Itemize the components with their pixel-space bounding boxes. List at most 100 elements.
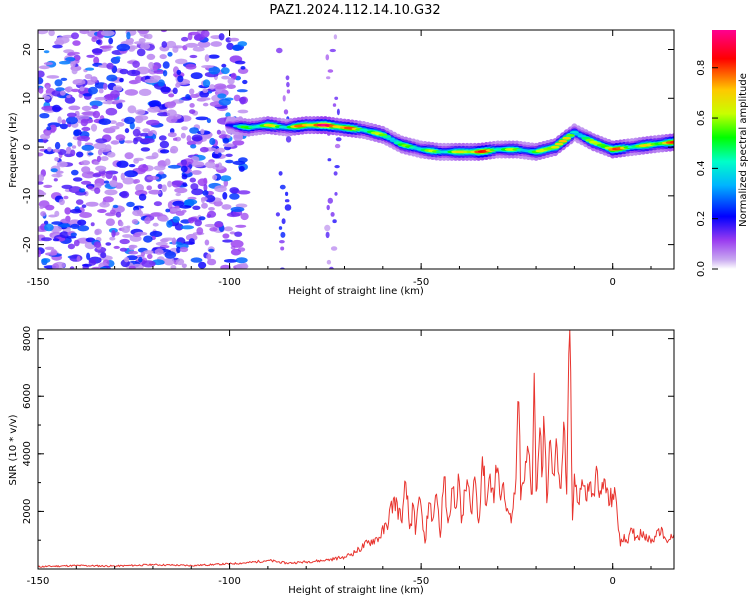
spectrogram-frame <box>37 29 675 270</box>
noise-blob <box>131 219 139 225</box>
noise-blob <box>202 88 209 93</box>
noise-blob <box>227 77 235 85</box>
noise-blob <box>140 147 151 152</box>
noise-blob <box>41 237 52 242</box>
noise-blob <box>181 36 189 42</box>
noise-blob <box>106 74 118 82</box>
noise-blob <box>90 123 98 132</box>
y-tick-label: -10 <box>22 188 33 204</box>
noise-blob <box>181 174 188 180</box>
noise-blob <box>38 152 44 157</box>
noise-blob <box>66 95 71 99</box>
noise-blob <box>69 266 75 269</box>
noise-blob <box>209 137 216 146</box>
noise-blob <box>162 111 168 116</box>
noise-blob <box>120 172 126 181</box>
noise-blob <box>58 198 65 206</box>
noise-blob <box>194 219 202 227</box>
noise-blob <box>124 152 134 160</box>
noise-blob <box>208 207 215 211</box>
noise-blob <box>99 201 110 208</box>
noise-blob <box>81 166 91 174</box>
noise-blob <box>202 190 209 196</box>
noise-blob <box>216 129 221 135</box>
noise-blob <box>283 109 289 115</box>
noise-blob <box>59 90 66 96</box>
noise-blob <box>204 239 210 246</box>
noise-blob <box>59 123 68 130</box>
noise-blob <box>327 197 333 204</box>
noise-blob <box>159 54 167 60</box>
noise-blob <box>284 199 290 203</box>
noise-blob <box>105 144 112 152</box>
noise-blob <box>57 116 62 124</box>
noise-blob <box>225 159 234 164</box>
noise-blob <box>88 259 97 266</box>
noise-blob <box>218 98 231 106</box>
noise-blob <box>119 221 124 227</box>
noise-blob <box>334 143 341 149</box>
noise-blob <box>40 211 46 217</box>
noise-blob <box>105 107 118 116</box>
noise-blob <box>222 137 230 144</box>
noise-blob <box>214 149 219 155</box>
noise-blob <box>181 263 187 269</box>
noise-blob <box>326 259 332 265</box>
noise-blob <box>90 222 95 227</box>
noise-blob <box>38 77 44 85</box>
noise-blob <box>80 180 92 185</box>
noise-blob <box>153 201 162 207</box>
noise-blob <box>324 224 331 232</box>
noise-blob <box>93 241 102 248</box>
noise-blob <box>328 266 334 269</box>
noise-blob <box>204 54 210 62</box>
noise-blob <box>203 177 208 184</box>
noise-blob <box>217 93 227 99</box>
noise-blob <box>185 94 191 100</box>
noise-blob <box>147 253 153 260</box>
noise-blob <box>70 208 82 214</box>
noise-blob <box>325 231 330 239</box>
x-tick-label: -150 <box>27 277 50 288</box>
noise-blob <box>70 232 77 237</box>
noise-blob <box>226 84 236 89</box>
noise-blob <box>210 41 223 47</box>
noise-blob <box>234 60 246 65</box>
noise-blob <box>79 212 92 218</box>
noise-blob <box>202 102 209 107</box>
noise-blob <box>191 188 204 196</box>
noise-blob <box>179 246 189 253</box>
noise-blob <box>197 40 211 48</box>
noise-blob <box>332 219 337 224</box>
noise-blob <box>332 103 337 107</box>
noise-blob <box>191 161 205 168</box>
noise-blob <box>218 33 225 41</box>
noise-blob <box>164 158 171 166</box>
noise-blob <box>108 37 114 45</box>
noise-blob <box>76 115 90 120</box>
noise-blob <box>81 105 92 112</box>
noise-blob <box>67 243 75 250</box>
noise-blob <box>172 200 185 207</box>
noise-blob <box>50 168 58 173</box>
x-tick-label: -100 <box>218 576 241 587</box>
noise-blob <box>329 48 336 53</box>
noise-blob <box>101 47 110 52</box>
noise-blob <box>201 65 214 69</box>
noise-blob <box>67 142 73 147</box>
noise-blob <box>52 238 60 242</box>
noise-blob <box>105 218 115 226</box>
noise-blob <box>52 44 63 49</box>
noise-blob <box>115 56 121 60</box>
noise-blob <box>184 199 198 205</box>
noise-blob <box>73 239 80 247</box>
noise-blob <box>38 70 45 78</box>
ridge-segment <box>550 145 560 149</box>
snr-background <box>38 330 674 569</box>
noise-blob <box>232 140 245 146</box>
noise-blob <box>77 225 90 232</box>
noise-blob <box>81 126 91 132</box>
noise-blob <box>56 170 61 178</box>
noise-blob <box>176 246 181 254</box>
noise-blob <box>240 212 249 221</box>
